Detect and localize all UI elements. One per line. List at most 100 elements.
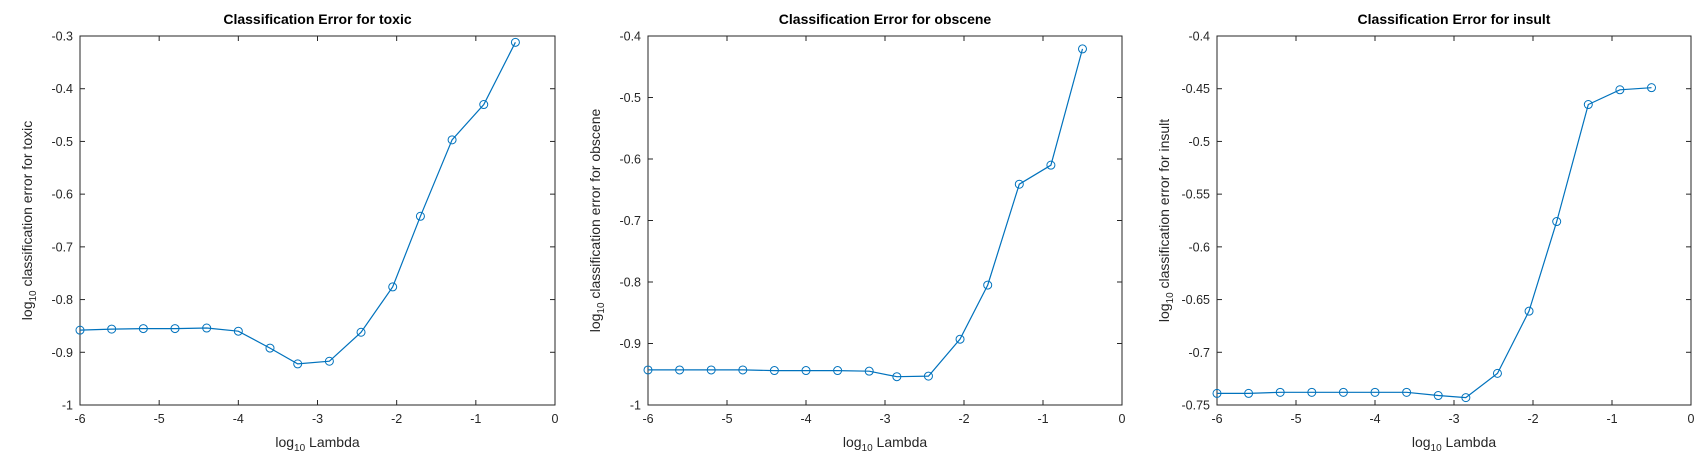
data-point — [706, 365, 716, 375]
data-point — [170, 324, 180, 334]
y-tick-label: -0.6 — [51, 188, 73, 202]
data-point — [75, 325, 85, 335]
x-axis-label: log10 Lambda — [843, 434, 928, 454]
data-point — [1461, 393, 1471, 403]
x-axis-label: log10 Lambda — [275, 434, 360, 454]
data-point — [1046, 160, 1056, 170]
chart-title: Classification Error for toxic — [223, 11, 411, 27]
x-tick-label: -1 — [1037, 412, 1048, 426]
x-tick-label: -6 — [1211, 412, 1222, 426]
data-point — [983, 280, 993, 290]
x-tick-label: -2 — [1527, 412, 1538, 426]
x-tick-label: 0 — [1688, 412, 1695, 426]
data-point — [415, 211, 425, 221]
data-point — [675, 365, 685, 375]
x-tick-label: -3 — [312, 412, 323, 426]
data-point — [1078, 44, 1087, 54]
data-point — [138, 324, 148, 334]
data-point — [107, 324, 117, 334]
data-point — [1307, 387, 1317, 397]
series-line — [1217, 87, 1652, 399]
y-tick-label: -0.4 — [619, 30, 641, 44]
data-point — [1524, 306, 1534, 316]
chart-panel-2: -6 -5 -4 -3 -2 -1 0 -1 -0.9 -0.8 -0.7 -0.6 -0.5 -0.4 C… — [587, 11, 1126, 454]
y-axis-label: log10 classification error for toxic — [19, 121, 39, 320]
data-point — [864, 366, 874, 376]
y-tick-label: -0.4 — [51, 82, 73, 96]
data-point — [892, 372, 902, 382]
x-tick-label: -4 — [1369, 412, 1380, 426]
x-tick-label: -5 — [721, 412, 732, 426]
y-axis-label: log10 classification error for obscene — [587, 109, 607, 333]
x-tick-label: -1 — [1606, 412, 1617, 426]
x-tick-label: -2 — [391, 412, 402, 426]
y-tick-label: -1 — [62, 399, 73, 413]
data-point — [233, 326, 243, 336]
y-tick-label: -0.7 — [619, 214, 641, 228]
x-tick-label: -4 — [233, 412, 244, 426]
data-point — [479, 100, 489, 110]
data-point — [643, 365, 653, 375]
x-tick-label: -6 — [642, 412, 653, 426]
data-point — [356, 327, 366, 337]
y-tick-label: -0.6 — [1188, 240, 1210, 254]
y-tick-label: -0.3 — [51, 30, 73, 44]
chart-title: Classification Error for obscene — [779, 11, 992, 27]
y-tick-label: -0.5 — [1188, 135, 1210, 149]
data-point — [447, 135, 457, 145]
data-point — [1552, 217, 1562, 227]
y-tick-label: -0.7 — [1188, 346, 1210, 360]
y-tick-label: -0.8 — [619, 276, 641, 290]
data-point — [293, 359, 303, 369]
y-tick-label: -0.5 — [51, 135, 73, 149]
data-point — [738, 365, 748, 375]
series-line — [79, 42, 516, 365]
data-point — [833, 366, 843, 376]
y-tick-label: -1 — [630, 399, 641, 413]
chart-title: Classification Error for insult — [1358, 11, 1551, 27]
x-axis-label: log10 Lambda — [1412, 434, 1497, 454]
data-point — [1212, 388, 1222, 398]
x-tick-label: -5 — [154, 412, 165, 426]
x-tick-label: 0 — [552, 412, 559, 426]
x-tick-label: -6 — [74, 412, 85, 426]
x-tick-label: -2 — [958, 412, 969, 426]
data-point — [510, 37, 520, 47]
chart-panel-1: -6 -5 -4 -3 -2 -1 0 -1 -0.9 -0.8 -0.7 -0.6 -0.5 -0.4 -… — [19, 11, 559, 454]
data-point — [955, 334, 965, 344]
x-tick-label: -3 — [1448, 412, 1459, 426]
data-point — [1370, 387, 1380, 397]
data-point — [202, 323, 212, 333]
x-tick-label: -1 — [470, 412, 481, 426]
chart-panel-3: -6 -5 -4 -3 -2 -1 0 -0.75 -0.7 -0.65 -0.6 -0.55 -0.5… — [1156, 11, 1695, 454]
data-point — [1615, 85, 1625, 95]
data-point — [1244, 388, 1254, 398]
x-tick-label: 0 — [1119, 412, 1126, 426]
series-line — [648, 48, 1084, 378]
x-tick-label: -4 — [800, 412, 811, 426]
data-point — [769, 366, 779, 376]
y-tick-label: -0.6 — [619, 153, 641, 167]
y-tick-label: -0.75 — [1182, 399, 1211, 413]
y-tick-label: -0.7 — [51, 240, 73, 254]
x-tick-label: -5 — [1290, 412, 1301, 426]
y-tick-label: -0.8 — [51, 293, 73, 307]
y-tick-label: -0.5 — [619, 91, 641, 105]
y-tick-label: -0.9 — [619, 337, 641, 351]
data-point — [801, 366, 811, 376]
y-tick-label: -0.45 — [1182, 82, 1211, 96]
data-point — [1338, 387, 1348, 397]
data-point — [1583, 100, 1593, 110]
data-point — [265, 343, 275, 353]
data-point — [923, 371, 933, 381]
data-point — [324, 356, 334, 366]
y-tick-label: -0.4 — [1188, 30, 1210, 44]
y-tick-label: -0.55 — [1182, 188, 1211, 202]
x-tick-label: -3 — [879, 412, 890, 426]
data-point — [1402, 387, 1412, 397]
y-axis-label: log10 classification error for insult — [1156, 119, 1176, 322]
data-point — [1492, 368, 1502, 378]
data-point — [1014, 179, 1024, 189]
data-point — [1647, 83, 1656, 93]
